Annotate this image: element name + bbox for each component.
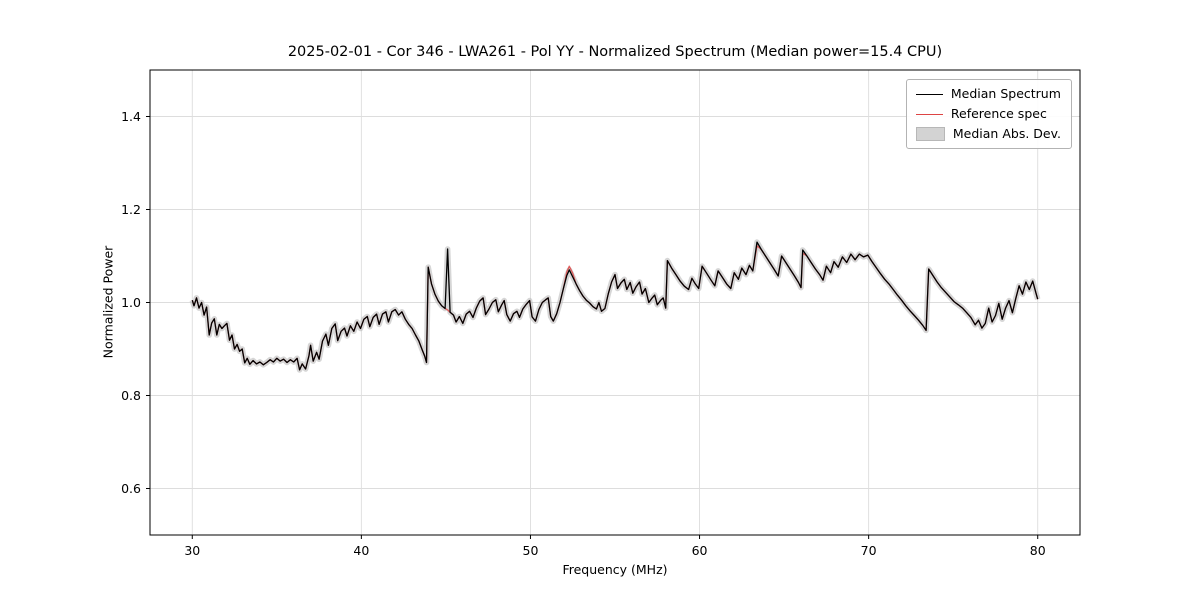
legend-item-median: Median Spectrum [915,86,1061,101]
legend-label-median: Median Spectrum [950,86,1061,101]
svg-text:1.0: 1.0 [121,295,141,310]
legend-item-reference: Reference spec [915,106,1061,121]
median-line-swatch [915,93,943,95]
legend-item-mad: Median Abs. Dev. [915,126,1061,141]
svg-text:70: 70 [861,543,877,558]
svg-text:40: 40 [353,543,369,558]
x-axis-label: Frequency (MHz) [562,562,668,577]
chart-title: 2025-02-01 - Cor 346 - LWA261 - Pol YY -… [287,44,943,60]
svg-text:0.6: 0.6 [121,481,141,496]
mad-band-swatch [915,127,945,141]
svg-text:30: 30 [184,543,200,558]
svg-text:60: 60 [692,543,708,558]
legend-label-mad: Median Abs. Dev. [952,126,1061,141]
y-axis-label: Normalized Power [100,245,116,359]
reference-line-swatch [915,113,943,115]
legend-label-reference: Reference spec [950,106,1047,121]
svg-text:1.4: 1.4 [121,109,141,124]
legend: Median Spectrum Reference spec Median Ab… [905,79,1072,149]
svg-text:50: 50 [523,543,539,558]
svg-text:1.2: 1.2 [121,202,141,217]
svg-text:0.8: 0.8 [121,388,141,403]
svg-text:80: 80 [1030,543,1046,558]
